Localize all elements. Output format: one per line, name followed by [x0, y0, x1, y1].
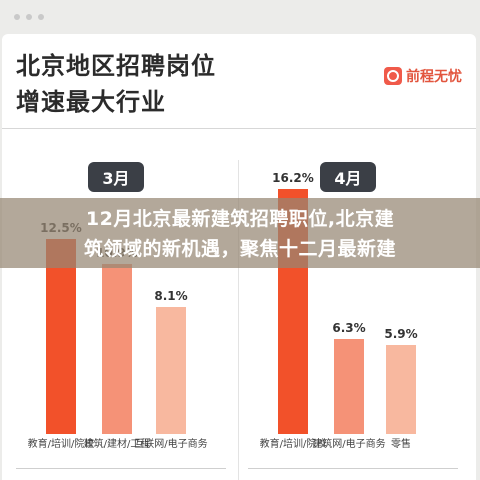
data-label: 6.3%	[332, 320, 366, 335]
data-label: 16.2%	[272, 170, 314, 185]
bar	[386, 344, 416, 434]
headline-text[interactable]: 12月北京最新建筑招聘职位,北京建 筑领域的新机遇，聚焦十二月最新建	[0, 204, 480, 264]
window-dot[interactable]	[38, 14, 44, 20]
bar	[156, 307, 186, 434]
category-label: 互联网/电子商务	[134, 439, 208, 450]
card-title-line1: 北京地区招聘岗位	[16, 52, 216, 80]
headline-overlay	[0, 198, 480, 268]
category-label: 建筑/建材/工程	[83, 439, 151, 450]
window-dot[interactable]	[26, 14, 32, 20]
chart-title-march: 3月	[88, 162, 144, 192]
window-dot[interactable]	[14, 14, 20, 20]
category-label: 教育/培训/院校	[27, 439, 95, 450]
category-label: 零售	[391, 439, 411, 450]
bar	[102, 263, 132, 434]
browser-toolbar	[0, 0, 480, 34]
brand-icon	[384, 67, 402, 85]
brand-logo: 前程无忧	[384, 64, 462, 88]
bar	[46, 238, 76, 434]
brand-name: 前程无忧	[406, 69, 462, 85]
header-divider	[2, 128, 476, 129]
category-label: 教育/培训/院校	[259, 439, 327, 450]
x-axis-march	[16, 468, 226, 469]
bar	[334, 338, 364, 434]
headline-line2: 筑领域的新机遇，聚焦十二月最新建	[83, 238, 396, 260]
card-title-line2: 增速最大行业	[16, 88, 166, 116]
chart-title-april: 4月	[320, 162, 376, 192]
headline-line1: 12月北京最新建筑招聘职位,北京建	[85, 208, 395, 230]
data-label: 5.9%	[384, 326, 418, 341]
category-label: 建筑网/电子商务	[312, 439, 386, 450]
x-axis-april	[248, 468, 458, 469]
panel-separator	[238, 160, 239, 480]
data-label: 8.1%	[154, 289, 188, 304]
